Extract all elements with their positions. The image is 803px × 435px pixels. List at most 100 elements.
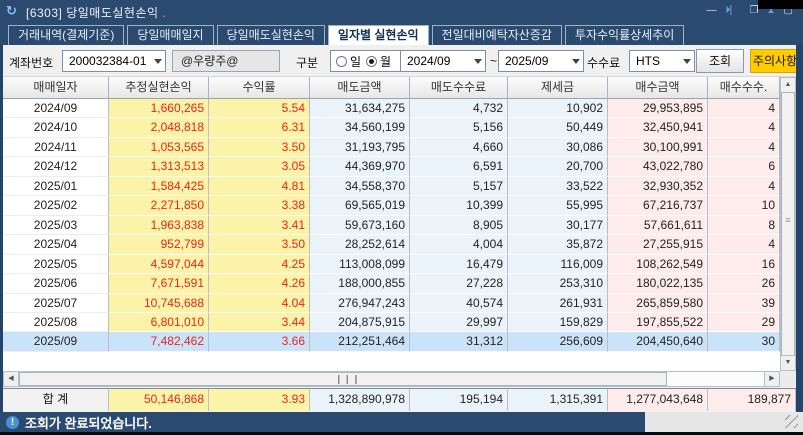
refresh-icon[interactable]: ↻: [6, 3, 17, 18]
account-select[interactable]: 200032384-01: [62, 50, 166, 72]
cell-date: 2025/05: [3, 254, 109, 275]
cell-rate: 4.26: [209, 274, 310, 294]
title-bar: ↻ [6303] 당일매도실현손익 . — ⏵⎸ ❐ ⧗ ▢: [0, 0, 803, 22]
vertical-scroll-thumb[interactable]: ≡: [781, 92, 795, 356]
date-to-select[interactable]: 2025/09: [498, 50, 584, 72]
cell-date: 2025/08: [3, 312, 109, 333]
cell-date: 2025/03: [3, 215, 109, 236]
tab[interactable]: 일자별 실현손익: [327, 25, 429, 45]
cell-tax: 30,086: [508, 137, 608, 158]
column-header[interactable]: 매수금액: [608, 77, 708, 99]
tab[interactable]: 당일매매일지: [127, 25, 214, 45]
cell-pl: 1,053,565: [109, 137, 209, 158]
minimize-icon[interactable]: —: [706, 5, 717, 16]
cell-pl: 7,671,591: [109, 274, 209, 294]
caution-button[interactable]: 주의사항: [750, 49, 800, 73]
cell-buy_fee: 4: [708, 99, 780, 119]
table-row[interactable]: 2025/06 7,671,591 4.26 188,000,855 27,228 253…: [3, 274, 780, 294]
cell-buy: 197,855,522: [608, 312, 708, 333]
account-name-field: @우량주@: [172, 50, 280, 72]
table-row[interactable]: 2025/04 952,799 3.50 28,252,614 4,004 35,872 2…: [3, 235, 780, 255]
cell-buy: 32,450,941: [608, 118, 708, 138]
cell-buy_fee: 10: [708, 196, 780, 216]
vertical-scrollbar[interactable]: ▲ ≡ ▼: [780, 77, 796, 371]
cell-rate: 4.04: [209, 293, 310, 313]
cell-rate: 5.54: [209, 99, 310, 119]
column-header[interactable]: 매수수수.: [708, 77, 780, 99]
table-row[interactable]: 2024/10 2,048,818 6.31 34,560,199 5,156 50,44…: [3, 118, 780, 138]
tab[interactable]: 투자수익률상세추이: [564, 25, 685, 45]
scroll-left-icon[interactable]: ◀: [4, 372, 19, 386]
cell-date: 2024/12: [3, 157, 109, 177]
cell-sell_fee: 5,157: [410, 176, 508, 197]
cell-buy_fee: 39: [708, 293, 780, 313]
window-right-edge: [796, 45, 803, 412]
cell-sell_fee: 10,399: [410, 196, 508, 216]
cell-date: 2025/06: [3, 274, 109, 294]
radio-month[interactable]: [366, 55, 378, 67]
cell-sell: 31,193,795: [310, 137, 410, 158]
thumb-grip-icon: ≡: [785, 215, 791, 225]
results-table: 매매일자 추정실현손익 수익률 매도금액 매도수수료 제세금 매수금액 매수수수. 2024/…: [3, 77, 780, 371]
dock-right-icon[interactable]: ⏵⎸: [725, 5, 741, 16]
cell-pl: 1,313,513: [109, 157, 209, 177]
cell-buy: 57,661,611: [608, 215, 708, 236]
table-row[interactable]: 2025/08 6,801,010 3.44 204,875,915 29,997 159…: [3, 312, 780, 333]
cell-pl: 952,799: [109, 235, 209, 255]
scroll-down-icon[interactable]: ▼: [781, 355, 795, 370]
total-cell-sell_fee: 195,194: [410, 389, 508, 411]
column-header[interactable]: 매도금액: [310, 77, 410, 99]
table-row[interactable]: 2024/11 1,053,565 3.50 31,193,795 4,660 30,08…: [3, 137, 780, 158]
scrollbar-corner: [780, 371, 796, 387]
column-header[interactable]: 수익률: [209, 77, 310, 99]
column-header[interactable]: 추정실현손익: [109, 77, 209, 99]
cell-buy: 43,022,780: [608, 157, 708, 177]
cell-sell: 113,008,099: [310, 254, 410, 275]
table-row[interactable]: 2025/03 1,963,838 3.41 59,673,160 8,905 30,17…: [3, 215, 780, 236]
column-header[interactable]: 제세금: [508, 77, 608, 99]
cell-buy: 180,022,135: [608, 274, 708, 294]
cell-sell: 59,673,160: [310, 215, 410, 236]
radio-day[interactable]: [336, 55, 347, 67]
cell-tax: 256,609: [508, 332, 608, 352]
table-row[interactable]: 2024/09 1,660,265 5.54 31,634,275 4,732 10,90…: [3, 99, 780, 119]
pin-icon[interactable]: ⧗: [767, 5, 775, 16]
cell-pl: 7,482,462: [109, 332, 209, 352]
period-radio-group: 일 월: [330, 50, 404, 72]
restore-icon[interactable]: ❐: [749, 5, 759, 16]
horizontal-scrollbar[interactable]: ◀ ❙❙❙ ▶: [3, 371, 780, 387]
table-row[interactable]: 2025/05 4,597,044 4.25 113,008,099 16,479 116…: [3, 254, 780, 275]
cell-date: 2024/10: [3, 118, 109, 138]
tab[interactable]: 당일매도실현손익: [216, 25, 325, 45]
cell-tax: 116,009: [508, 254, 608, 275]
table-row[interactable]: 2025/09 7,482,462 3.66 212,251,464 31,312 256…: [3, 332, 780, 352]
cell-rate: 6.31: [209, 118, 310, 138]
cell-buy_fee: 29: [708, 312, 780, 333]
fee-type-select[interactable]: HTS: [629, 50, 695, 72]
cell-sell_fee: 8,905: [410, 215, 508, 236]
table-row[interactable]: 2025/07 10,745,688 4.04 276,947,243 40,574 26…: [3, 293, 780, 313]
horizontal-scroll-thumb[interactable]: ❙❙❙: [19, 372, 667, 386]
table-row[interactable]: 2025/01 1,584,425 4.81 34,558,370 5,157 33,52…: [3, 176, 780, 197]
total-cell-sell: 1,328,890,978: [310, 389, 410, 411]
cell-sell: 276,947,243: [310, 293, 410, 313]
tab[interactable]: 전일대비예탁자산증감: [431, 25, 562, 45]
cell-rate: 3.50: [209, 235, 310, 255]
scroll-right-icon[interactable]: ▶: [764, 372, 779, 386]
tab[interactable]: 거래내역(결제기준): [8, 25, 125, 45]
column-header[interactable]: 매도수수료: [410, 77, 508, 99]
cell-date: 2025/09: [3, 332, 109, 352]
resize-grip-icon[interactable]: [785, 415, 798, 428]
maximize-icon[interactable]: ▢: [783, 5, 793, 16]
scroll-up-icon[interactable]: ▲: [781, 78, 795, 93]
status-message: 조회가 완료되었습니다.: [25, 415, 152, 431]
query-button[interactable]: 조회: [696, 49, 744, 73]
fee-label: 수수료: [587, 56, 621, 70]
column-header[interactable]: 매매일자: [3, 77, 109, 99]
thumb-grip-icon: ❙❙❙: [335, 374, 361, 384]
table-row[interactable]: 2025/02 2,271,850 3.38 69,565,019 10,399 55,9…: [3, 196, 780, 216]
table-row[interactable]: 2024/12 1,313,513 3.05 44,369,970 6,591 20,70…: [3, 157, 780, 177]
cell-buy_fee: 30: [708, 332, 780, 352]
cell-buy_fee: 4: [708, 137, 780, 158]
date-from-select[interactable]: 2024/09: [400, 50, 486, 72]
